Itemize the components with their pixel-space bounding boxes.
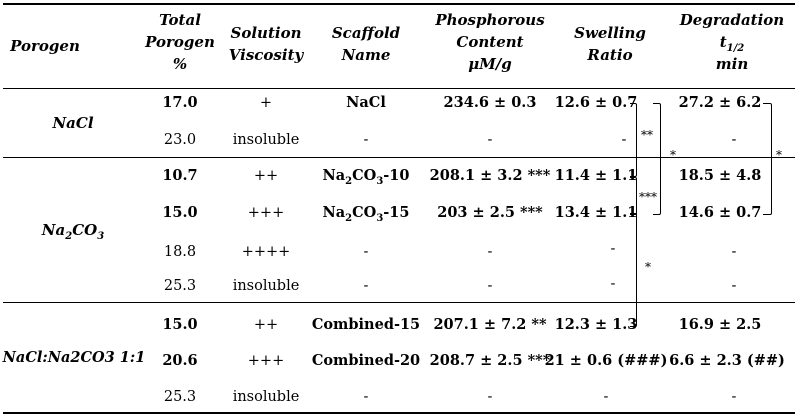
cell-degradation: - [731,132,737,148]
top-rule [3,3,795,5]
cell-degradation: - [731,244,737,260]
cell-total: 23.0 [163,132,197,148]
cell-phosphorous: - [487,389,493,405]
significance-marker: * [670,148,676,162]
group-label-nacl: NaCl [52,114,94,132]
cell-degradation: 6.6 ± 2.3 (##) [669,352,785,369]
significance-marker: *** [639,190,657,204]
cell-phosphorous: - [487,244,493,260]
bracket-degradation [763,103,772,215]
cell-viscosity: ++++ [241,244,291,260]
cell-degradation: - [731,389,737,405]
header-total-porogen: Total Porogen % [145,11,215,73]
cell-viscosity: insoluble [232,389,300,405]
cell-scaffold: NaCl [346,94,386,111]
bracket-swelling-1 [630,103,637,177]
cell-scaffold: - [363,389,369,405]
cell-scaffold: Combined-20 [311,352,421,369]
bracket-swelling-2 [630,177,637,215]
cell-phosphorous: 234.6 ± 0.3 [443,94,537,111]
cell-viscosity: insoluble [232,278,300,294]
cell-viscosity: insoluble [232,132,300,148]
group-label-combined: NaCl:Na2CO3 1:1 [2,349,146,366]
cell-scaffold: - [363,132,369,148]
cell-swelling: 21 ± 0.6 (###) [544,352,668,369]
cell-scaffold: Combined-15 [311,316,421,333]
cell-swelling: - [603,389,609,405]
significance-marker: * [776,148,782,162]
cell-scaffold: Na2CO3-15 [322,204,410,224]
cell-phosphorous: 208.7 ± 2.5 *** [429,352,551,369]
group-rule-2 [3,302,795,303]
cell-total: 10.7 [162,167,198,184]
cell-degradation: - [731,278,737,294]
cell-swelling: 12.6 ± 0.7 [554,94,638,111]
bracket-swelling-outer [653,103,661,215]
cell-phosphorous: - [487,132,493,148]
bracket-swelling-3 [630,213,637,327]
cell-degradation: 18.5 ± 4.8 [678,167,762,184]
header-scaffold-name: Scaffold Name [331,24,401,64]
cell-degradation: 27.2 ± 6.2 [678,94,762,111]
cell-phosphorous: 208.1 ± 3.2 *** [429,167,551,184]
cell-total: 17.0 [162,94,198,111]
header-porogen: Porogen [10,37,80,55]
cell-scaffold: - [363,244,369,260]
cell-swelling: 13.4 ± 1.1 [554,204,638,221]
cell-viscosity: +++ [247,353,285,369]
cell-total: 20.6 [162,352,198,369]
cell-viscosity: ++ [253,317,279,333]
cell-degradation: 16.9 ± 2.5 [678,316,762,333]
cell-viscosity: ++ [253,168,279,184]
cell-swelling: - [621,132,627,148]
cell-scaffold: - [363,278,369,294]
cell-swelling: 12.3 ± 1.3 [554,316,638,333]
cell-viscosity: +++ [247,205,285,221]
cell-total: 25.3 [163,278,197,294]
cell-swelling: 11.4 ± 1.1 [554,167,638,184]
header-rule [3,88,795,89]
cell-viscosity: + [259,95,273,111]
cell-total: 15.0 [162,204,198,221]
header-phosphorous: Phosphorous Content μM/g [435,11,545,73]
cell-total: 15.0 [162,316,198,333]
significance-marker: * [645,260,651,274]
cell-swelling: - [610,241,616,257]
group-label-na2co3: Na2CO3 [41,221,105,242]
cell-swelling: - [610,276,616,292]
bottom-rule [3,412,795,414]
cell-total: 18.8 [163,244,197,260]
cell-phosphorous: 207.1 ± 7.2 ** [433,316,547,333]
header-swelling: Swelling Ratio [574,24,646,64]
group-rule-1 [3,157,795,158]
header-viscosity: Solution Viscosity [228,24,304,64]
cell-total: 25.3 [163,389,197,405]
cell-phosphorous: 203 ± 2.5 *** [437,204,543,221]
header-degradation: Degradation t1/2 min [679,11,785,73]
cell-scaffold: Na2CO3-10 [322,167,410,187]
cell-phosphorous: - [487,278,493,294]
significance-marker: ** [641,128,653,142]
cell-degradation: 14.6 ± 0.7 [678,204,762,221]
